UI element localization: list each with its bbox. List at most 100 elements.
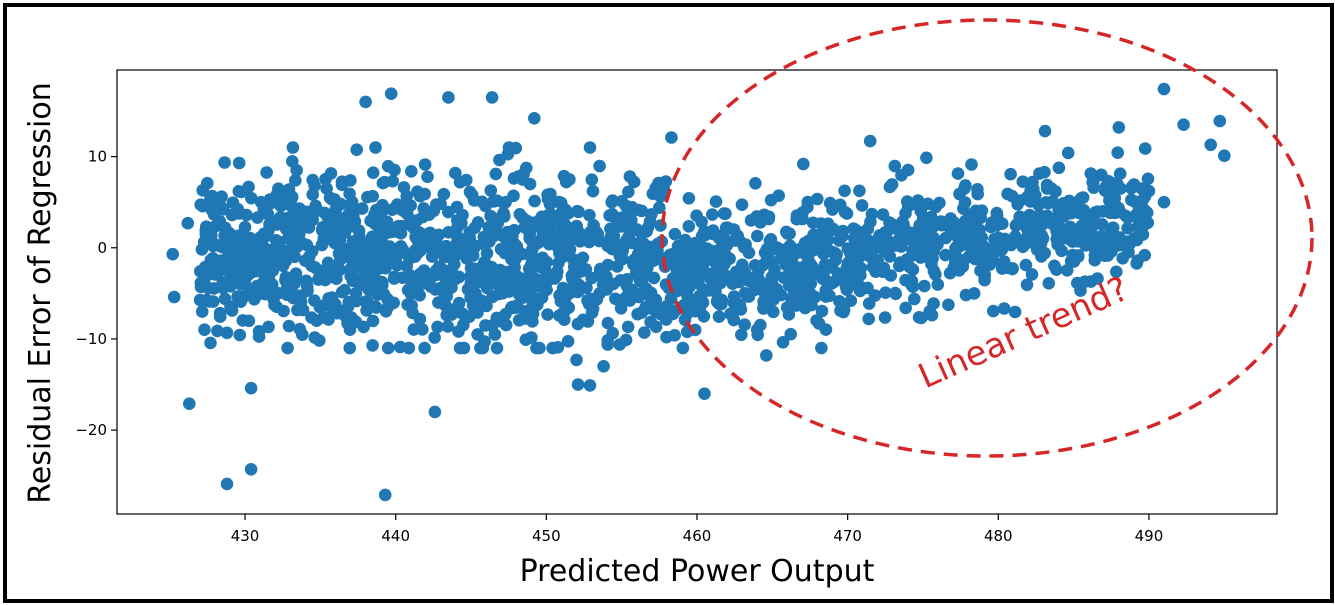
data-point <box>623 170 637 183</box>
data-point <box>754 216 767 229</box>
data-point <box>196 295 210 308</box>
data-point <box>555 245 569 258</box>
data-point <box>619 333 633 347</box>
data-point <box>698 225 711 238</box>
data-point <box>665 131 678 144</box>
data-point <box>597 360 610 373</box>
data-point <box>921 248 934 261</box>
data-point <box>633 274 647 288</box>
data-point <box>525 283 538 296</box>
data-point <box>1080 212 1094 226</box>
data-point <box>765 270 778 284</box>
data-point <box>918 279 931 293</box>
data-point <box>281 232 295 245</box>
data-point <box>438 288 451 302</box>
data-point <box>706 208 719 221</box>
data-point <box>528 194 541 208</box>
x-tick-label: 480 <box>984 527 1013 545</box>
data-point <box>871 253 884 267</box>
data-point <box>1052 161 1066 175</box>
data-point <box>436 263 449 276</box>
data-point <box>350 294 363 308</box>
data-point <box>260 229 274 243</box>
data-point <box>848 260 862 273</box>
data-point <box>756 259 770 272</box>
data-point <box>1060 226 1074 240</box>
data-point <box>218 156 231 169</box>
data-point <box>523 227 536 241</box>
data-point <box>738 318 751 332</box>
data-point <box>715 297 728 311</box>
data-point <box>790 267 804 280</box>
data-point <box>499 195 512 209</box>
data-point <box>951 167 965 180</box>
data-point <box>761 282 775 296</box>
data-point <box>512 287 526 301</box>
data-point <box>1074 284 1087 297</box>
x-tick-label: 450 <box>532 527 561 545</box>
data-point <box>263 197 277 210</box>
data-point <box>978 269 991 283</box>
data-point <box>835 230 848 243</box>
data-point <box>760 349 773 362</box>
data-point <box>273 211 287 224</box>
data-point <box>367 256 381 270</box>
data-point <box>750 323 764 337</box>
data-point <box>1157 195 1171 209</box>
data-point <box>324 167 338 180</box>
data-point <box>1020 278 1034 292</box>
data-point <box>906 280 920 294</box>
data-point <box>1138 142 1152 155</box>
data-point <box>441 320 455 333</box>
data-point <box>583 379 597 392</box>
data-point <box>865 207 879 221</box>
data-point <box>1019 216 1033 229</box>
data-point <box>428 331 441 344</box>
data-point <box>286 141 300 154</box>
data-point <box>690 209 703 222</box>
data-point <box>842 280 855 294</box>
data-point <box>485 91 499 104</box>
data-point <box>783 227 796 240</box>
data-point <box>525 331 538 344</box>
data-point <box>682 220 696 233</box>
data-point <box>1213 114 1227 128</box>
data-point <box>625 224 639 238</box>
data-point <box>676 341 690 355</box>
data-point <box>396 243 410 256</box>
data-point <box>561 231 575 245</box>
data-point <box>366 314 380 328</box>
data-point <box>738 287 752 300</box>
data-point <box>1138 248 1151 262</box>
data-point <box>535 291 549 305</box>
data-point <box>464 291 478 305</box>
data-point <box>405 165 418 178</box>
data-point <box>806 261 820 275</box>
data-point <box>232 156 246 170</box>
data-point <box>621 289 634 303</box>
data-point <box>498 246 512 260</box>
data-point <box>1019 233 1033 246</box>
data-point <box>796 212 809 226</box>
data-point <box>333 263 347 277</box>
data-point <box>524 264 538 277</box>
data-point <box>359 295 373 308</box>
data-point <box>680 264 694 277</box>
data-point <box>400 190 414 203</box>
data-point <box>852 271 865 284</box>
data-point <box>321 256 335 270</box>
data-point <box>1091 272 1104 285</box>
data-point <box>167 290 181 304</box>
data-point <box>653 201 666 214</box>
data-point <box>369 301 383 314</box>
data-point <box>901 195 914 208</box>
data-point <box>855 238 869 251</box>
data-point <box>279 270 293 284</box>
data-point <box>1050 232 1063 246</box>
data-point <box>512 314 526 327</box>
data-point <box>424 280 438 294</box>
data-point <box>915 311 928 325</box>
data-point <box>942 298 955 312</box>
data-point <box>929 268 942 281</box>
data-point <box>1088 253 1102 267</box>
